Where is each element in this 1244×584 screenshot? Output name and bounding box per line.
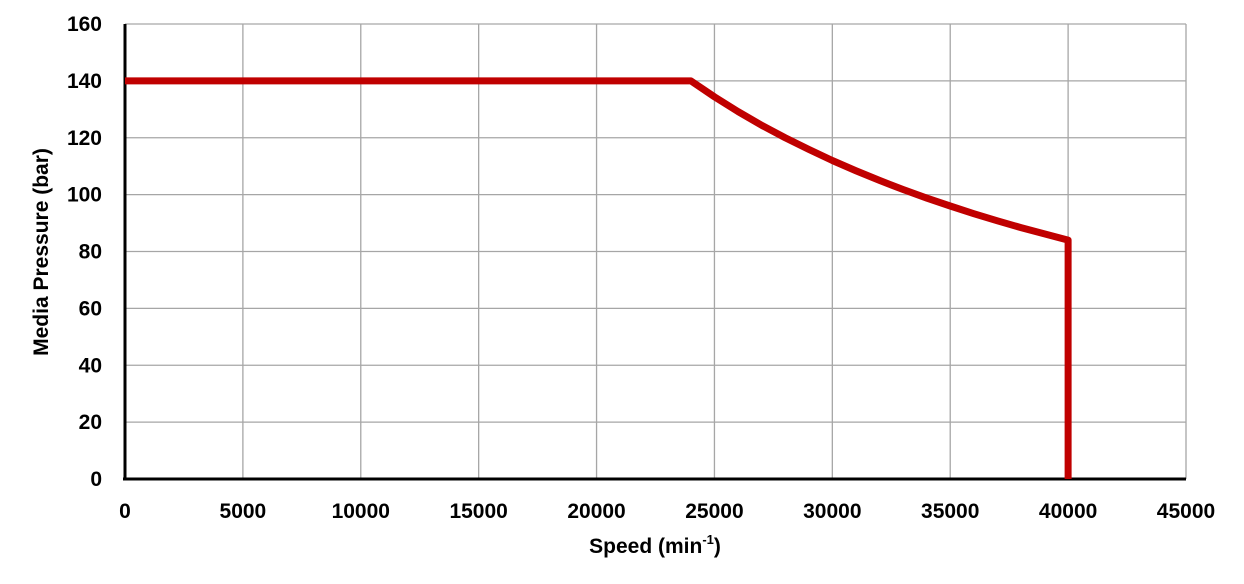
y-tick-label-160: 160: [67, 13, 102, 36]
x-tick-label-25000: 25000: [685, 500, 743, 523]
grid: [125, 23, 1187, 479]
x-tick-label-0: 0: [119, 500, 131, 523]
x-tick-label-10000: 10000: [332, 500, 390, 523]
x-tick-label-30000: 30000: [803, 500, 861, 523]
x-axis-title: Speed (min-1): [589, 532, 721, 558]
series-group: [125, 77, 1072, 479]
y-tick-labels: 0 20 40 60 80 100 120 140 160: [67, 13, 102, 491]
x-axis-title-main: Speed (min: [589, 535, 702, 558]
y-tick-label-140: 140: [67, 70, 102, 93]
x-tick-labels: 0 5000 10000 15000 20000 25000 30000 35000 40000…: [119, 500, 1215, 523]
x-axis-title-superscript: -1: [702, 532, 714, 547]
y-tick-label-80: 80: [79, 241, 102, 264]
x-tick-label-5000: 5000: [220, 500, 267, 523]
y-tick-label-60: 60: [79, 297, 102, 320]
x-axis-title-close: ): [714, 535, 721, 558]
x-tick-label-15000: 15000: [449, 500, 507, 523]
y-tick-label-20: 20: [79, 411, 102, 434]
y-axis-title: Media Pressure (bar): [30, 148, 53, 356]
y-tick-label-120: 120: [67, 127, 102, 150]
x-tick-label-40000: 40000: [1039, 500, 1097, 523]
y-tick-label-0: 0: [90, 468, 102, 491]
x-tick-label-35000: 35000: [921, 500, 979, 523]
x-tick-label-45000: 45000: [1157, 500, 1215, 523]
series-line-0: [125, 77, 1072, 479]
x-tick-label-20000: 20000: [567, 500, 625, 523]
y-tick-label-100: 100: [67, 184, 102, 207]
y-tick-label-40: 40: [79, 354, 102, 377]
axes: [123, 24, 1186, 481]
